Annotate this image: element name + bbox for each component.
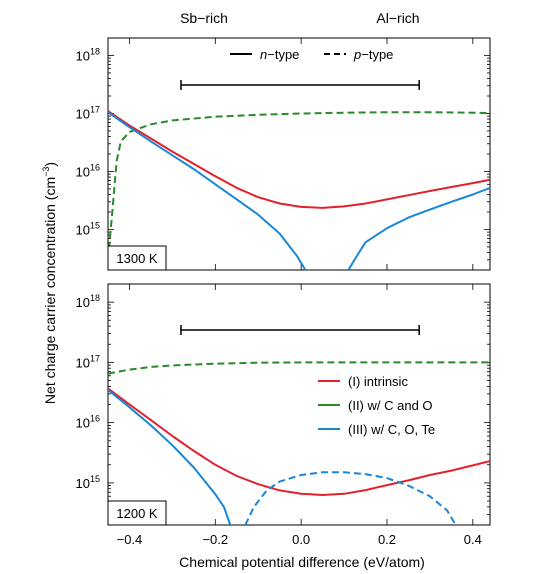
- x-tick-label: 0.2: [378, 532, 396, 547]
- y-tick-label: 1016: [76, 414, 100, 431]
- style-legend-label: p−type: [353, 47, 393, 62]
- style-legend: n−type p−type: [230, 47, 393, 62]
- panel-1: 1015 1016 1017 1018 −0.4 −0.2 0.0 0.2 0.4 1200 K: [76, 283, 491, 547]
- y-tick-label: 1017: [76, 104, 100, 121]
- y-axis-label: Net charge carrier concentration (cm−3): [41, 162, 58, 404]
- series-intrinsic: [108, 387, 490, 496]
- legend-entry: (I) intrinsic: [348, 374, 408, 389]
- temperature-label: 1300 K: [116, 251, 158, 266]
- series-with-c-o: [108, 361, 490, 375]
- series-group: [108, 361, 490, 525]
- legend-entry: (II) w/ C and O: [348, 398, 433, 413]
- x-tick-label: 0.0: [292, 532, 310, 547]
- y-tick-label: 1015: [76, 220, 100, 237]
- y-tick-label: 1016: [76, 162, 100, 179]
- y-tick-label: 1018: [76, 293, 100, 310]
- temperature-box: [107, 500, 167, 526]
- series-intrinsic: [108, 110, 490, 209]
- series-group: [108, 110, 490, 270]
- panel-frame: [107, 283, 491, 526]
- x-axis-label: Chemical potential difference (eV/atom): [179, 554, 425, 570]
- y-tick-label: 1018: [76, 46, 100, 63]
- series-legend: (I) intrinsic (II) w/ C and O (III) w/ C, …: [318, 374, 435, 437]
- panel-frame: [107, 37, 491, 271]
- panels: 1015 1016 1017 1018 1300 K 1015 1016 1017 1018 −0…: [76, 37, 491, 547]
- temperature-label: 1200 K: [116, 506, 158, 521]
- y-tick-label: 1015: [76, 474, 100, 491]
- temperature-box: [107, 245, 167, 271]
- series-with-c-o: [108, 111, 490, 260]
- legend-entry: (III) w/ C, O, Te: [348, 422, 435, 437]
- series-with-c-o-te-n: [108, 389, 232, 525]
- x-tick-label: −0.4: [117, 532, 143, 547]
- style-legend-label: n−type: [260, 47, 299, 62]
- panel-0: 1015 1016 1017 1018 1300 K: [76, 37, 491, 271]
- series-with-c-o-te-p: [244, 471, 457, 525]
- y-tick-label: 1017: [76, 353, 100, 370]
- series-with-c-o-te-left: [108, 111, 307, 270]
- series-with-c-o-te-right: [347, 186, 490, 270]
- x-tick-label: −0.2: [202, 532, 228, 547]
- sb-rich-label: Sb−rich: [180, 10, 228, 26]
- al-rich-label: Al−rich: [376, 10, 419, 26]
- x-tick-label: 0.4: [464, 532, 482, 547]
